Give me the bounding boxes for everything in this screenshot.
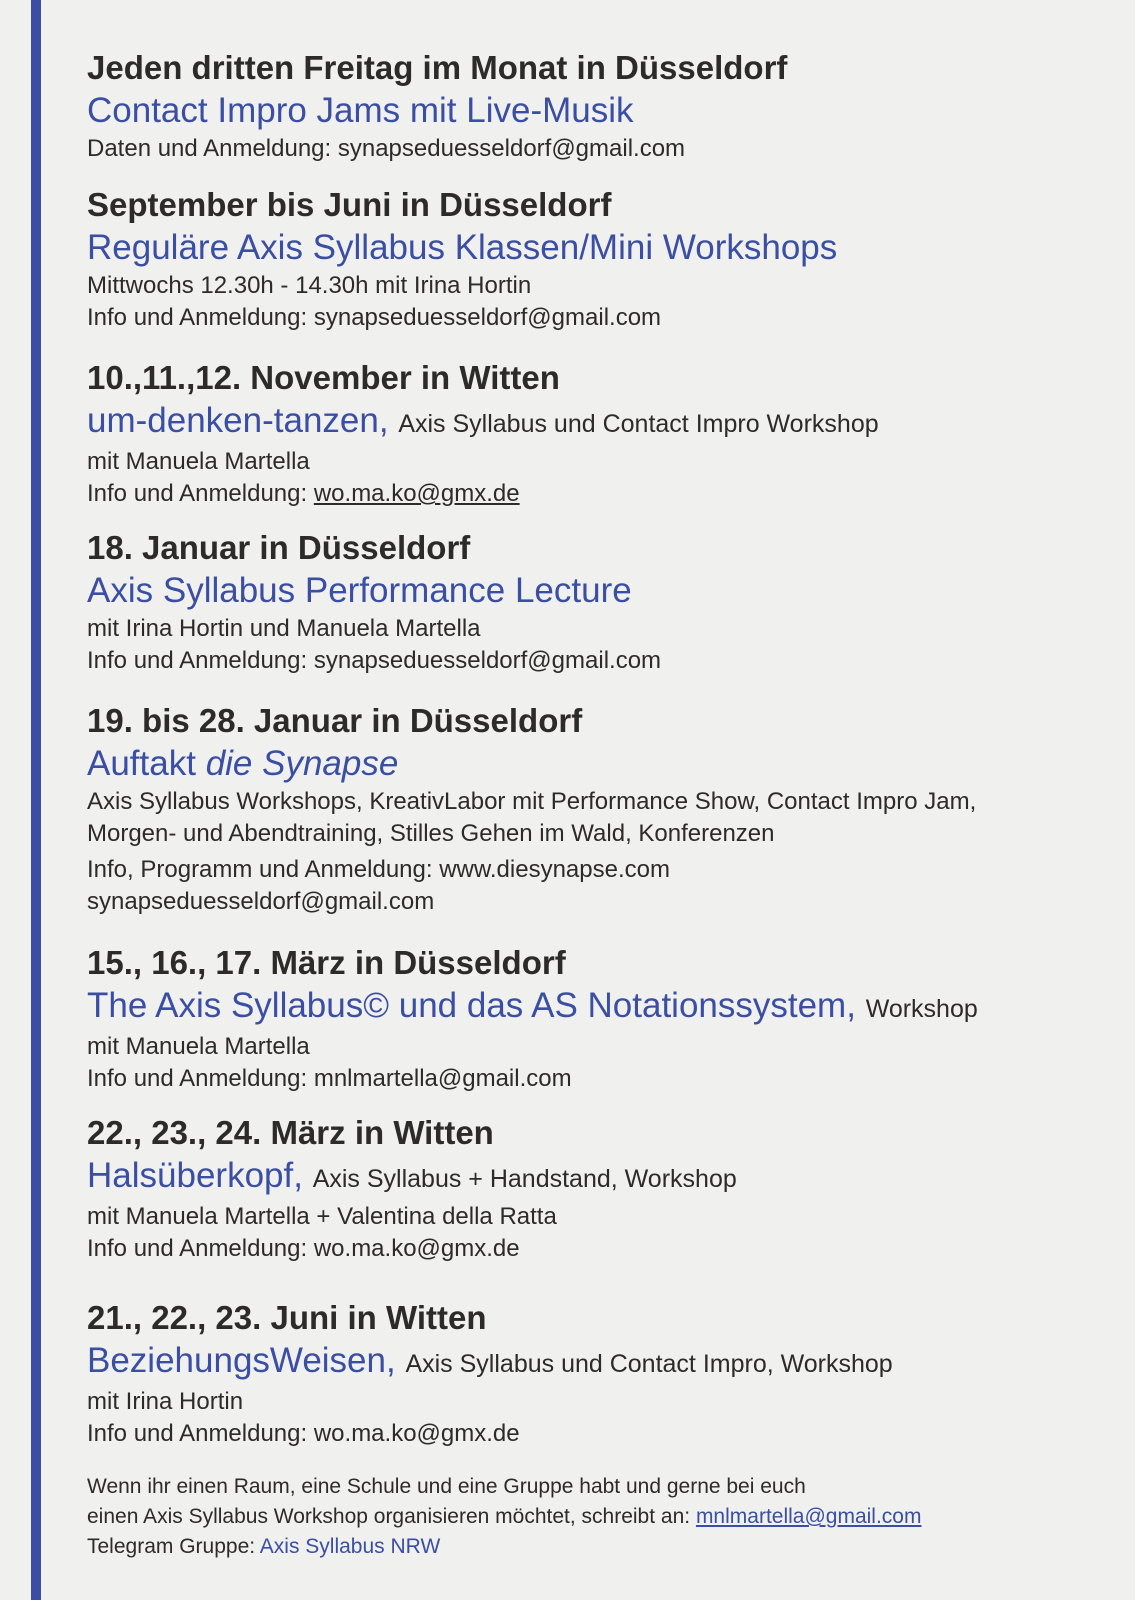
event-title: Auftakt bbox=[87, 744, 196, 783]
event: September bis Juni in Düsseldorf Reguläre… bbox=[87, 184, 1115, 334]
side-bar bbox=[31, 0, 41, 1600]
event-line: Info und Anmeldung: synapseduesseldorf@g… bbox=[87, 304, 662, 331]
event-line: Info und Anmeldung: synapseduesseldorf@g… bbox=[87, 647, 662, 674]
event-title-row: Reguläre Axis Syllabus Klassen/Mini Work… bbox=[87, 226, 1115, 270]
event-title: Axis Syllabus Performance Lecture bbox=[87, 571, 632, 610]
event-title: The Axis Syllabus© und das AS Notationss… bbox=[87, 986, 856, 1025]
event-title-row: um-denken-tanzen, Axis Syllabus und Cont… bbox=[87, 399, 1115, 446]
footer-line: Telegram Gruppe: Axis Syllabus NRW bbox=[87, 1532, 921, 1562]
event-line: mit Manuela Martella + Valentina della R… bbox=[87, 1203, 557, 1230]
event-subtitle: Axis Syllabus und Contact Impro, Worksho… bbox=[405, 1350, 893, 1378]
event: Jeden dritten Freitag im Monat in Düssel… bbox=[87, 47, 1115, 165]
event: 18. Januar in Düsseldorf Axis Syllabus Pe… bbox=[87, 527, 1115, 677]
event-title-row: The Axis Syllabus© und das AS Notationss… bbox=[87, 984, 1115, 1031]
event-heading: 21., 22., 23. Juni in Witten bbox=[87, 1299, 487, 1336]
telegram-group[interactable]: Axis Syllabus NRW bbox=[259, 1535, 441, 1558]
event: 22., 23., 24. März in Witten Halsüberkopf… bbox=[87, 1112, 1115, 1265]
event-line: Info und Anmeldung: wo.ma.ko@gmx.de bbox=[87, 1420, 520, 1447]
event-title-italic: die Synapse bbox=[205, 744, 399, 783]
contact-label: Info und Anmeldung: bbox=[87, 480, 308, 507]
event-title: Contact Impro Jams mit Live-Musik bbox=[87, 91, 634, 130]
event-subtitle: Axis Syllabus und Contact Impro Workshop bbox=[398, 410, 879, 438]
event-title-row: Contact Impro Jams mit Live-Musik bbox=[87, 89, 1115, 133]
event-title-row: Auftakt die Synapse bbox=[87, 742, 1115, 786]
event-title: um-denken-tanzen, bbox=[87, 401, 389, 440]
event-contact: Info und Anmeldung: wo.ma.ko@gmx.de bbox=[87, 478, 1115, 510]
event-title: Reguläre Axis Syllabus Klassen/Mini Work… bbox=[87, 228, 838, 267]
event-title-row: Axis Syllabus Performance Lecture bbox=[87, 569, 1115, 613]
event-subtitle: Axis Syllabus + Handstand, Workshop bbox=[312, 1165, 737, 1193]
event-line: Mittwochs 12.30h - 14.30h mit Irina Hort… bbox=[87, 272, 532, 299]
event: 21., 22., 23. Juni in Witten BeziehungsWe… bbox=[87, 1297, 1115, 1450]
event-line: Axis Syllabus Workshops, KreativLabor mi… bbox=[87, 788, 977, 815]
footer: Wenn ihr einen Raum, eine Schule und ein… bbox=[87, 1472, 921, 1562]
event-title-row: Halsüberkopf, Axis Syllabus + Handstand,… bbox=[87, 1154, 1115, 1201]
email-link[interactable]: mnlmartella@gmail.com bbox=[695, 1505, 922, 1528]
event-heading: 22., 23., 24. März in Witten bbox=[87, 1114, 494, 1151]
event-line: mit Manuela Martella bbox=[87, 448, 310, 475]
footer-line: einen Axis Syllabus Workshop organisiere… bbox=[87, 1502, 921, 1532]
event-line: Morgen- und Abendtraining, Stilles Gehen… bbox=[87, 820, 775, 847]
event-heading: 18. Januar in Düsseldorf bbox=[87, 529, 471, 566]
event-subtitle: Workshop bbox=[865, 995, 978, 1023]
event-line: Info und Anmeldung: mnlmartella@gmail.co… bbox=[87, 1065, 572, 1092]
event-heading: 15., 16., 17. März in Düsseldorf bbox=[87, 944, 566, 981]
contact-link[interactable]: wo.ma.ko@gmx.de bbox=[313, 480, 520, 507]
event-line: synapseduesseldorf@gmail.com bbox=[87, 888, 435, 915]
event-heading: September bis Juni in Düsseldorf bbox=[87, 186, 612, 223]
event-line: Info, Programm und Anmeldung: www.diesyn… bbox=[87, 856, 670, 883]
event-line: Daten und Anmeldung: synapseduesseldorf@… bbox=[87, 135, 686, 162]
event-heading: 10.,11.,12. November in Witten bbox=[87, 359, 560, 396]
footer-line: Wenn ihr einen Raum, eine Schule und ein… bbox=[87, 1475, 806, 1498]
event-line: mit Irina Hortin bbox=[87, 1388, 244, 1415]
event: 15., 16., 17. März in Düsseldorf The Axis… bbox=[87, 942, 1115, 1095]
event-line: mit Manuela Martella bbox=[87, 1033, 310, 1060]
event-title-row: BeziehungsWeisen, Axis Syllabus und Cont… bbox=[87, 1339, 1115, 1386]
event-heading: 19. bis 28. Januar in Düsseldorf bbox=[87, 702, 583, 739]
event: 10.,11.,12. November in Witten um-denken-… bbox=[87, 357, 1115, 510]
event-line: Info und Anmeldung: wo.ma.ko@gmx.de bbox=[87, 1235, 520, 1262]
event: 19. bis 28. Januar in Düsseldorf Auftakt … bbox=[87, 700, 1115, 918]
event-line: mit Irina Hortin und Manuela Martella bbox=[87, 615, 481, 642]
event-heading: Jeden dritten Freitag im Monat in Düssel… bbox=[87, 49, 788, 86]
event-title: Halsüberkopf, bbox=[87, 1156, 303, 1195]
footer-text: einen Axis Syllabus Workshop organisiere… bbox=[87, 1505, 691, 1528]
footer-text: Telegram Gruppe: bbox=[87, 1535, 256, 1558]
event-title: BeziehungsWeisen, bbox=[87, 1341, 396, 1380]
